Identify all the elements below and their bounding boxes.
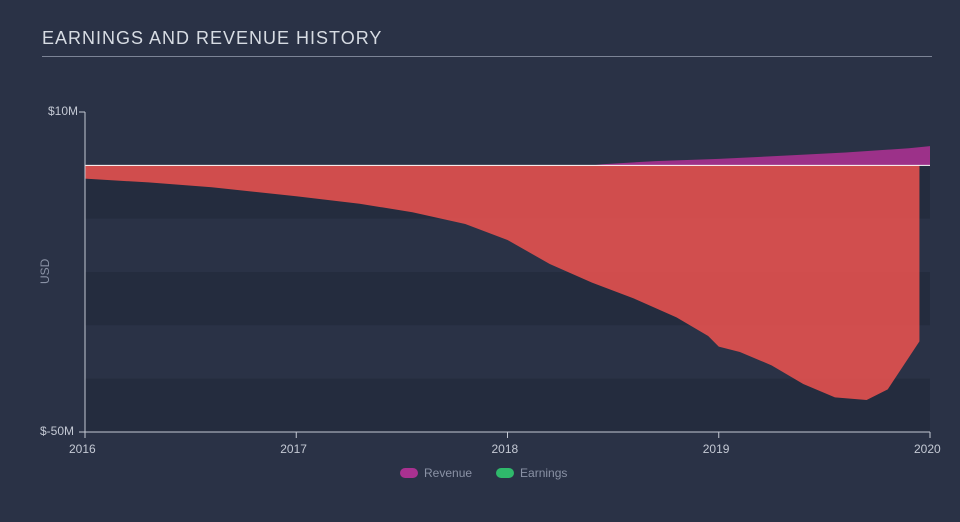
plot-area xyxy=(85,112,930,432)
x-tick-2: 2018 xyxy=(492,442,519,456)
x-tick-1: 2017 xyxy=(280,442,307,456)
x-tick-4: 2020 xyxy=(914,442,941,456)
legend-swatch-earnings xyxy=(496,468,514,478)
chart-title: EARNINGS AND REVENUE HISTORY xyxy=(42,28,382,49)
legend-label-revenue: Revenue xyxy=(424,466,472,480)
chart-root: EARNINGS AND REVENUE HISTORY $10M $-50M … xyxy=(0,0,960,522)
legend: Revenue Earnings xyxy=(400,466,567,480)
y-tick-bottom: $-50M xyxy=(40,424,74,438)
plot-svg xyxy=(85,112,930,432)
x-tick-3: 2019 xyxy=(703,442,730,456)
legend-item-revenue: Revenue xyxy=(400,466,472,480)
y-axis-label: USD xyxy=(38,259,52,284)
title-underline xyxy=(42,56,932,57)
legend-label-earnings: Earnings xyxy=(520,466,567,480)
legend-swatch-revenue xyxy=(400,468,418,478)
x-tick-0: 2016 xyxy=(69,442,96,456)
legend-item-earnings: Earnings xyxy=(496,466,567,480)
y-tick-top: $10M xyxy=(48,104,78,118)
